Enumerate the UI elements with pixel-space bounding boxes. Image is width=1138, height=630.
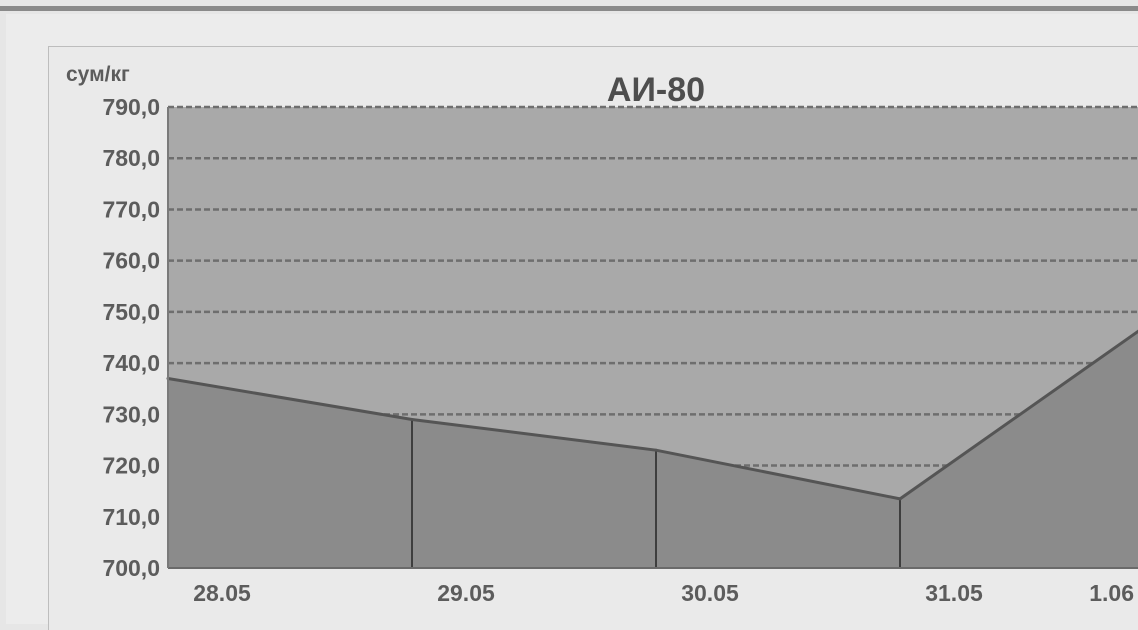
y-tick-label: 730,0 [102, 401, 160, 427]
y-tick-labels: 700,0 710,0 720,0 730,0 740,0 750,0 760,0 770,0… [102, 94, 160, 581]
y-tick-label: 780,0 [102, 145, 160, 171]
data-point [898, 497, 902, 501]
x-tick-label: 1.06 [1089, 580, 1134, 606]
data-point [410, 417, 414, 421]
y-tick-label: 790,0 [102, 94, 160, 120]
data-point [654, 448, 658, 452]
frame-top-border [0, 6, 1138, 11]
chart-title: АИ-80 [607, 71, 705, 109]
y-tick-label: 760,0 [102, 248, 160, 274]
x-tick-labels: 28.05 29.05 30.05 31.05 1.06 [193, 580, 1134, 606]
y-tick-label: 720,0 [102, 453, 160, 479]
x-tick-label: 31.05 [925, 580, 983, 606]
area-series-outline [167, 329, 1138, 501]
x-tick-label: 28.05 [193, 580, 251, 606]
area-series [168, 331, 1138, 568]
y-axis-unit-label: сум/кг [66, 63, 130, 86]
y-tick-label: 710,0 [102, 504, 160, 530]
y-tick-label: 700,0 [102, 555, 160, 581]
y-tick-label: 770,0 [102, 196, 160, 222]
x-tick-label: 29.05 [437, 580, 495, 606]
x-tick-label: 30.05 [681, 580, 739, 606]
y-tick-label: 750,0 [102, 299, 160, 325]
y-tick-label: 740,0 [102, 350, 160, 376]
